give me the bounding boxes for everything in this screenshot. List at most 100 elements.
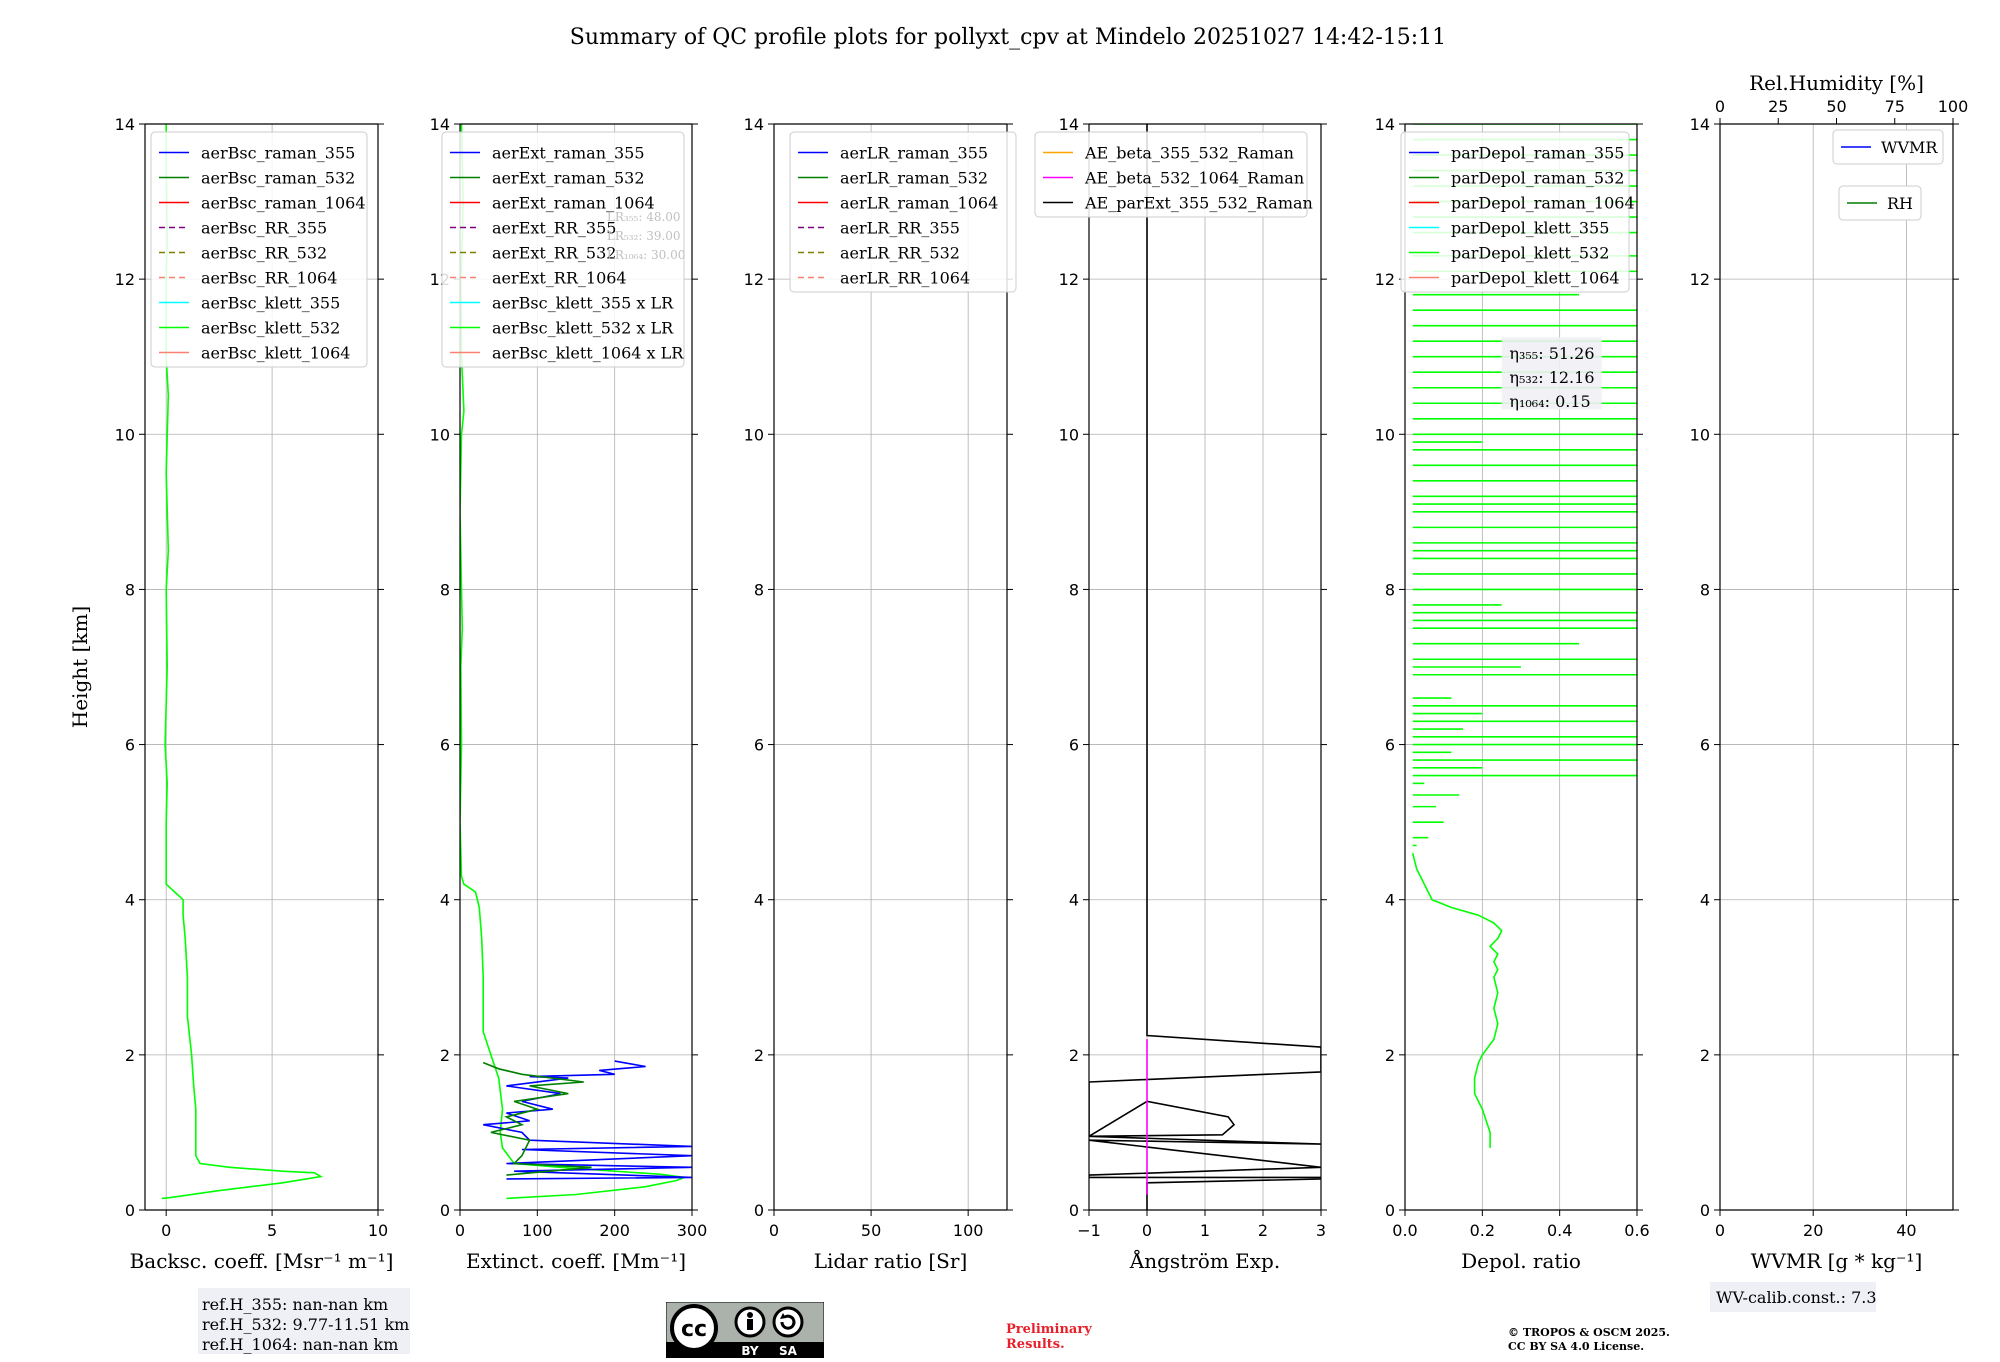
cc-license-badge: cc BY SA — [665, 1301, 825, 1359]
extinction-legend-label: aerExt_RR_1064 — [492, 269, 627, 288]
copyright-line-1: © TROPOS & OSCM 2025. — [1508, 1326, 1670, 1339]
ref-height-label: ref.H_1064: nan-nan km — [202, 1335, 398, 1354]
y-tick-label: 8 — [1385, 580, 1395, 599]
rh-tick-label: 75 — [1885, 97, 1905, 116]
x-tick-label: 40 — [1896, 1221, 1916, 1240]
lidar_ratio-legend-label: aerLR_RR_355 — [840, 219, 960, 238]
y-tick-label: 8 — [125, 580, 135, 599]
wvmr-legend-label: WVMR — [1881, 138, 1938, 157]
sa-share-icon — [772, 1306, 804, 1338]
y-tick-label: 2 — [754, 1046, 764, 1065]
x-axis-label: Ångström Exp. — [1129, 1248, 1280, 1273]
depol-legend-label: parDepol_raman_1064 — [1451, 194, 1635, 213]
y-tick-label: 14 — [1059, 115, 1079, 134]
y-tick-label: 0 — [440, 1201, 450, 1220]
rh-tick-label: 25 — [1768, 97, 1788, 116]
extinction-legend-label: aerExt_RR_532 — [492, 244, 616, 263]
y-tick-label: 12 — [1690, 270, 1710, 289]
rh-tick-label: 100 — [1938, 97, 1969, 116]
y-tick-label: 8 — [1069, 580, 1079, 599]
backscatter-legend-label: aerBsc_raman_532 — [201, 169, 355, 188]
series-parDepol_klett_532 — [1411, 853, 1503, 1148]
cc-sa-label: SA — [779, 1344, 798, 1358]
y-tick-label: 10 — [1059, 425, 1079, 444]
y-tick-label: 10 — [115, 425, 135, 444]
y-tick-label: 6 — [440, 736, 450, 755]
y-tick-label: 0 — [1069, 1201, 1079, 1220]
plot-area — [460, 124, 692, 1200]
panel-lidar_ratio: 0 2 4 6 8 10 12 14 0 50 100 Lidar ratio [Sr] aerLR_r… — [744, 115, 1017, 1273]
preliminary-line-1: Preliminary — [1006, 1322, 1092, 1337]
x-axis-label: WVMR [g * kg⁻¹] — [1751, 1249, 1923, 1273]
y-tick-label: 2 — [440, 1046, 450, 1065]
x-tick-label: 100 — [953, 1221, 984, 1240]
ref-height-label: ref.H_532: 9.77-11.51 km — [202, 1315, 409, 1334]
angstrom-legend-label: AE_beta_355_532_Raman — [1084, 144, 1294, 163]
copyright-notice: © TROPOS & OSCM 2025. CC BY SA 4.0 Licen… — [1508, 1326, 1670, 1354]
x-tick-label: 1 — [1200, 1221, 1210, 1240]
ref-height-label: ref.H_355: nan-nan km — [202, 1295, 388, 1314]
extinction-legend-frame — [441, 131, 685, 368]
depol-legend-label: parDepol_klett_355 — [1451, 219, 1609, 238]
depol-legend-label: parDepol_klett_532 — [1451, 244, 1609, 263]
series-aerExt_raman_532 — [482, 1061, 592, 1176]
y-tick-label: 0 — [1385, 1201, 1395, 1220]
y-tick-label: 14 — [115, 115, 135, 134]
y-tick-label: 14 — [744, 115, 764, 134]
x-tick-label: 2 — [1258, 1221, 1268, 1240]
rh-tick-label: 50 — [1826, 97, 1846, 116]
panel-backscatter: 0 2 4 6 8 10 12 14 0 5 10 Backsc. coeff. [Msr⁻¹ m⁻¹… — [68, 115, 410, 1354]
y-tick-label: 0 — [125, 1201, 135, 1220]
backscatter-legend-label: aerBsc_klett_532 — [201, 319, 340, 338]
x-tick-label: 3 — [1316, 1221, 1326, 1240]
x-tick-label: 0 — [161, 1221, 171, 1240]
x-axis-label: Backsc. coeff. [Msr⁻¹ m⁻¹] — [130, 1249, 394, 1273]
series-aerBsc_klett_532 x LR — [460, 124, 688, 1200]
y-tick-label: 8 — [440, 580, 450, 599]
eta-box — [1501, 337, 1602, 410]
extinction-legend-label: aerExt_raman_532 — [492, 169, 645, 188]
depol-legend-label: parDepol_raman_355 — [1451, 144, 1624, 163]
backscatter-legend-label: aerBsc_RR_532 — [201, 244, 327, 263]
series-aerExt_raman_355 — [483, 1060, 692, 1180]
y-tick-label: 8 — [754, 580, 764, 599]
backscatter-legend-label: aerBsc_raman_1064 — [201, 194, 366, 213]
rh-legend-frame — [1838, 185, 1922, 221]
x-axis-label: Depol. ratio — [1461, 1249, 1581, 1273]
wvmr-legend-frame — [1832, 129, 1944, 165]
plot-area — [1089, 124, 1321, 1210]
backscatter-legend-label: aerBsc_klett_355 — [201, 294, 340, 313]
lr-label: LR₅₃₂: 39.00 — [607, 229, 681, 243]
cc-by-label: BY — [741, 1344, 758, 1358]
x-tick-label: 0 — [1715, 1221, 1725, 1240]
ref-height-box — [198, 1288, 410, 1354]
rh-legend-label: RH — [1887, 194, 1913, 213]
y-tick-label: 14 — [1690, 115, 1710, 134]
lidar_ratio-legend-label: aerLR_RR_1064 — [840, 269, 970, 288]
cc-icon — [670, 1304, 718, 1352]
x-tick-label: 0.2 — [1470, 1221, 1495, 1240]
lidar_ratio-legend-label: aerLR_RR_532 — [840, 244, 960, 263]
y-tick-label: 14 — [1375, 115, 1395, 134]
figure-title: Summary of QC profile plots for pollyxt_… — [570, 25, 1446, 50]
calib-box — [1710, 1282, 1876, 1312]
extinction-legend-label: aerExt_RR_355 — [492, 219, 616, 238]
eta-label: η₃₅₅: 51.26 — [1509, 344, 1594, 363]
rh-tick-label: 0 — [1715, 97, 1725, 116]
y-tick-label: 2 — [1700, 1046, 1710, 1065]
y-tick-label: 6 — [1069, 736, 1079, 755]
lidar_ratio-legend-frame — [789, 131, 1017, 293]
x-tick-label: 0.4 — [1547, 1221, 1572, 1240]
x-tick-label: 100 — [522, 1221, 553, 1240]
y-axis-label: Height [km] — [68, 606, 92, 728]
depol-legend-frame — [1400, 131, 1630, 293]
preliminary-notice: Preliminary Results. — [1006, 1322, 1092, 1352]
panel-depol: 0 2 4 6 8 10 12 14 0.0 0.2 0.4 0.6 Depol. ratio parDe… — [1375, 115, 1650, 1273]
y-tick-label: 14 — [430, 115, 450, 134]
svg-text:cc: cc — [681, 1317, 707, 1342]
y-tick-label: 12 — [115, 270, 135, 289]
series-AE_parExt_355_532_Raman — [1089, 124, 1321, 1210]
calib-label: WV-calib.const.: 7.3 — [1716, 1288, 1877, 1307]
extinction-legend-label: aerBsc_klett_532 x LR — [492, 319, 674, 338]
